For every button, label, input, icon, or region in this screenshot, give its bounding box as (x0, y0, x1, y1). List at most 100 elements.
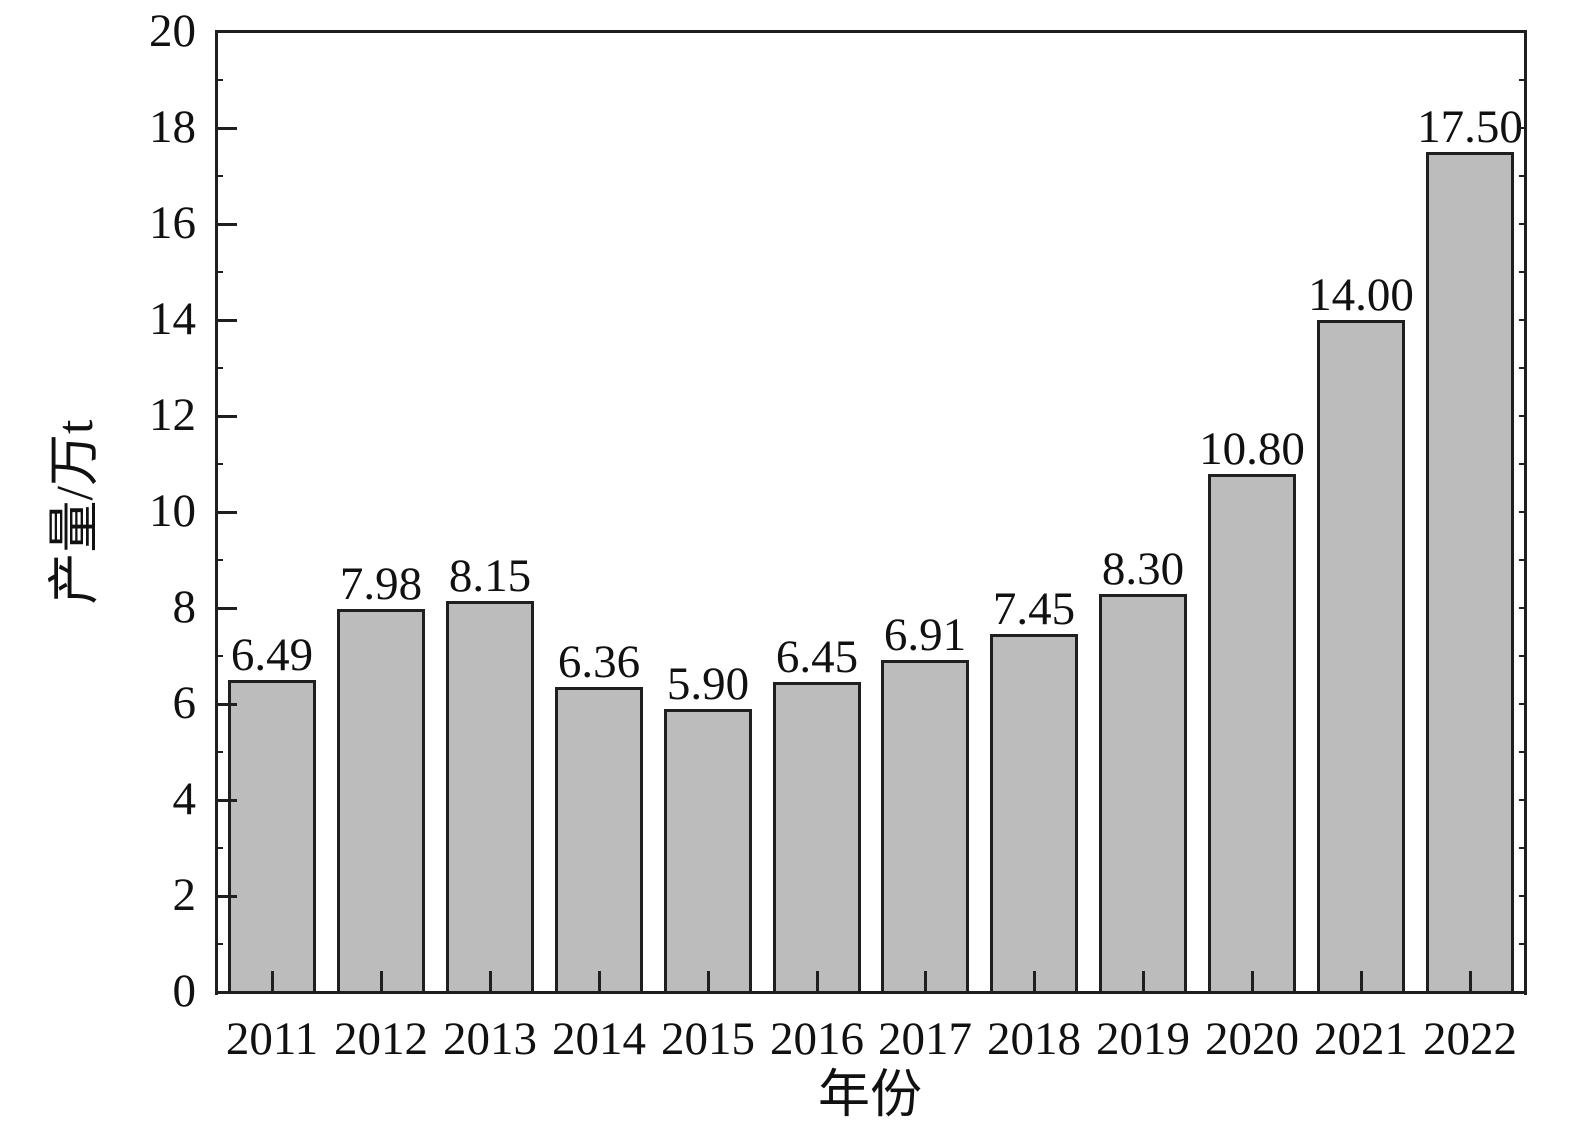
bar (337, 609, 425, 992)
y-right-tick (1519, 751, 1524, 753)
y-tick-label: 14 (149, 293, 196, 345)
y-right-tick (1519, 367, 1524, 369)
y-right-tick (1519, 703, 1524, 705)
y-tick-label: 6 (172, 677, 197, 729)
bar-value-label: 6.36 (557, 636, 641, 688)
y-right-tick (1519, 655, 1524, 657)
y-tick (218, 127, 237, 130)
x-tick-label: 2017 (878, 1013, 972, 1065)
y-minor-tick (218, 847, 223, 849)
y-tick (218, 415, 237, 418)
bar-value-label: 8.30 (1101, 543, 1185, 595)
bar (1208, 474, 1296, 992)
y-tick-label: 0 (172, 965, 197, 1017)
bar (446, 601, 534, 992)
x-tick (271, 971, 274, 991)
y-right-tick (1519, 847, 1524, 849)
y-right-tick (1519, 175, 1524, 177)
y-right-tick (1519, 223, 1524, 225)
bar-value-label: 10.80 (1199, 423, 1305, 475)
x-tick (1142, 971, 1145, 991)
y-tick-label: 20 (149, 5, 196, 57)
y-tick (218, 895, 237, 898)
y-right-tick (1519, 895, 1524, 897)
bar (990, 634, 1078, 992)
y-right-tick (1519, 319, 1524, 321)
y-minor-tick (218, 751, 223, 753)
y-tick (218, 799, 237, 802)
axis-spine-top (215, 30, 1527, 33)
y-minor-tick (218, 367, 223, 369)
y-right-tick (1519, 607, 1524, 609)
y-right-tick (1519, 943, 1524, 945)
axis-spine-right (1524, 30, 1527, 995)
x-tick (924, 971, 927, 991)
y-minor-tick (218, 943, 223, 945)
bar-value-label: 5.90 (666, 658, 750, 710)
y-minor-tick (218, 79, 223, 81)
x-tick-label: 2022 (1423, 1013, 1517, 1065)
y-tick-label: 10 (149, 485, 196, 537)
bar-value-label: 6.49 (230, 629, 314, 681)
x-tick-label: 2016 (770, 1013, 864, 1065)
y-axis-title: 产量/万t (47, 419, 104, 605)
bar (1317, 320, 1405, 992)
y-minor-tick (218, 655, 223, 657)
y-right-tick (1519, 799, 1524, 801)
y-tick (218, 223, 237, 226)
y-minor-tick (218, 175, 223, 177)
y-tick-label: 18 (149, 101, 196, 153)
x-tick (1251, 971, 1254, 991)
y-tick-label: 8 (172, 581, 197, 633)
x-tick-label: 2012 (334, 1013, 428, 1065)
x-tick-label: 2014 (552, 1013, 646, 1065)
x-tick-label: 2019 (1096, 1013, 1190, 1065)
axis-spine-bottom (215, 991, 1527, 994)
x-tick (1033, 971, 1036, 991)
bar-value-label: 6.91 (883, 609, 967, 661)
x-tick (816, 971, 819, 991)
x-tick-label: 2015 (661, 1013, 755, 1065)
y-right-tick (1519, 463, 1524, 465)
x-tick (707, 971, 710, 991)
bar (555, 687, 643, 992)
y-right-tick (1519, 415, 1524, 417)
y-tick (218, 319, 237, 322)
y-right-tick (1519, 79, 1524, 81)
y-tick-label: 16 (149, 197, 196, 249)
y-tick-label: 4 (172, 773, 197, 825)
y-right-tick (1519, 127, 1524, 129)
y-minor-tick (218, 463, 223, 465)
y-minor-tick (218, 559, 223, 561)
bar (664, 709, 752, 992)
x-tick-label: 2011 (225, 1013, 319, 1065)
bar-value-label: 17.50 (1417, 101, 1523, 153)
bar-value-label: 6.45 (775, 631, 859, 683)
bar (881, 660, 969, 992)
x-tick-label: 2018 (987, 1013, 1081, 1065)
y-right-tick (1519, 559, 1524, 561)
bar-value-label: 8.15 (448, 550, 532, 602)
x-tick-label: 2020 (1205, 1013, 1299, 1065)
bar-value-label: 7.45 (992, 583, 1076, 635)
bar (1426, 152, 1514, 992)
bar-value-label: 7.98 (339, 558, 423, 610)
bar (773, 682, 861, 992)
x-tick (598, 971, 601, 991)
y-tick-label: 12 (149, 389, 196, 441)
x-tick (1469, 971, 1472, 991)
x-tick (489, 971, 492, 991)
bar (228, 680, 316, 992)
y-tick (218, 703, 237, 706)
x-tick-label: 2013 (443, 1013, 537, 1065)
bar-value-label: 14.00 (1308, 269, 1414, 321)
y-minor-tick (218, 271, 223, 273)
y-tick (218, 511, 237, 514)
x-tick (1360, 971, 1363, 991)
x-tick-label: 2021 (1314, 1013, 1408, 1065)
x-axis-title: 年份 (817, 1067, 923, 1124)
y-tick (218, 607, 237, 610)
axis-spine-left (215, 30, 218, 995)
